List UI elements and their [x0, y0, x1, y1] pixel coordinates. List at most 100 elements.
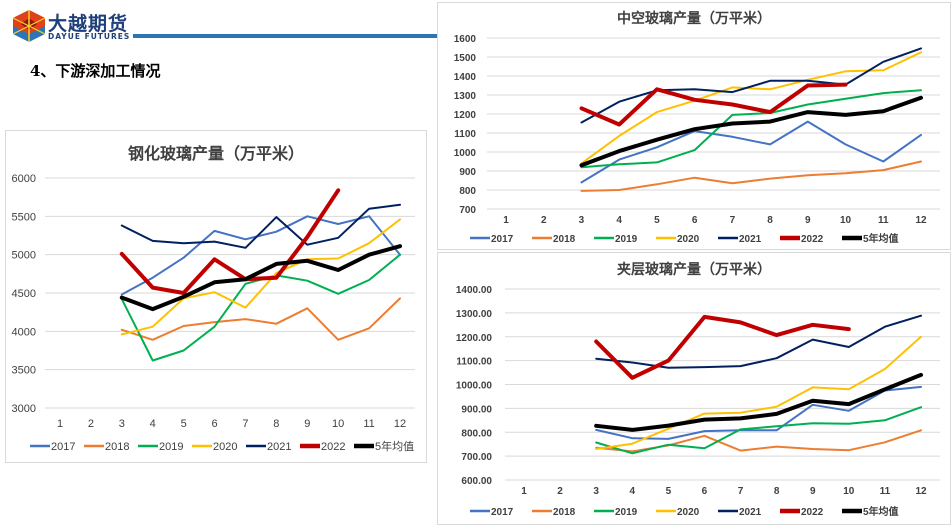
- x-tick-label: 2: [557, 486, 563, 497]
- x-tick-label: 12: [915, 215, 927, 226]
- chart-frame: [437, 252, 951, 525]
- x-tick-label: 6: [692, 215, 698, 226]
- x-tick-label: 2: [88, 418, 94, 430]
- x-tick-label: 2: [541, 215, 547, 226]
- chart-1: 钢化玻璃产量（万平米） 3000 3500 4000 4500 5000 5500 6000 1…: [5, 130, 427, 463]
- series-line-2021: [595, 314, 922, 369]
- x-tick-label: 1: [57, 418, 63, 430]
- legend-label: 2022: [801, 234, 824, 245]
- x-tick-label: 7: [242, 418, 248, 430]
- legend-label: 5年均值: [863, 505, 899, 518]
- y-tick-label: 1400: [454, 72, 477, 83]
- series-line-2017: [595, 385, 922, 440]
- x-tick-label: 1: [521, 486, 527, 497]
- x-tick-label: 10: [843, 486, 855, 497]
- x-tick-label: 4: [150, 418, 156, 430]
- x-tick-label: 11: [363, 418, 374, 430]
- x-tick-label: 6: [702, 486, 708, 497]
- x-tick-label: 3: [579, 215, 585, 226]
- y-tick-label: 3500: [12, 365, 36, 377]
- chart-frame: [5, 130, 427, 463]
- series-line-2021: [120, 203, 401, 249]
- legend-label: 2018: [105, 441, 129, 453]
- y-tick-label: 1100: [454, 129, 476, 140]
- x-tick-label: 5: [666, 486, 672, 497]
- y-tick-label: 1400.00: [456, 285, 493, 296]
- series-line-5: [594, 372, 923, 432]
- dayue-logo-icon: [12, 10, 46, 42]
- chart-title: 中空玻璃产量（万平米）: [617, 10, 771, 26]
- y-tick-label: 800: [459, 186, 476, 197]
- y-tick-label: 1500: [454, 53, 477, 64]
- legend-label: 2022: [321, 441, 345, 453]
- x-tick-label: 9: [810, 486, 816, 497]
- legend-label: 2019: [159, 441, 183, 453]
- legend-label: 2019: [615, 234, 638, 245]
- chart-3: 夹层玻璃产量（万平米） 600.00 700.00 800.00 900.00 1000.…: [437, 252, 951, 525]
- y-tick-label: 1300.00: [456, 309, 493, 320]
- x-tick-label: 8: [273, 418, 279, 430]
- series-line-2020: [580, 51, 922, 165]
- series-line-2022: [594, 314, 851, 380]
- brand-name-en: DAYUE FUTURES: [48, 32, 131, 41]
- legend-label: 2020: [677, 507, 700, 518]
- series-line-2022: [119, 188, 341, 295]
- x-tick-label: 3: [593, 486, 599, 497]
- series-line-5: [579, 95, 923, 168]
- y-tick-label: 800.00: [461, 428, 492, 439]
- y-tick-label: 6000: [12, 173, 36, 185]
- series-line-2017: [580, 120, 922, 184]
- x-tick-label: 12: [915, 486, 927, 497]
- section-title: 4、下游深加工情况: [30, 62, 161, 80]
- series-line-2017: [120, 215, 401, 296]
- series-line-2022: [579, 82, 848, 127]
- y-tick-label: 900: [459, 167, 476, 178]
- chart-2: 中空玻璃产量（万平米） 700 800 900 1000 1100 1200 1300 1400…: [437, 2, 951, 250]
- series-line-2020: [595, 335, 922, 450]
- legend-label: 2020: [677, 234, 700, 245]
- series-line-2021: [580, 47, 922, 124]
- x-tick-label: 7: [738, 486, 744, 497]
- y-tick-label: 1200: [454, 110, 477, 121]
- legend-label: 2021: [739, 507, 762, 518]
- x-tick-label: 8: [774, 486, 780, 497]
- x-tick-label: 10: [840, 215, 852, 226]
- y-tick-label: 900.00: [461, 404, 492, 415]
- y-tick-label: 5000: [12, 250, 36, 262]
- series-line-5: [119, 244, 402, 312]
- series-line-2019: [580, 89, 922, 169]
- legend-label: 2022: [801, 507, 824, 518]
- y-tick-label: 4000: [12, 326, 36, 338]
- legend-label: 2017: [491, 507, 514, 518]
- y-tick-label: 600.00: [461, 476, 492, 487]
- series-line-2019: [595, 406, 922, 455]
- x-tick-label: 8: [767, 215, 773, 226]
- x-tick-label: 11: [878, 215, 889, 226]
- legend-label: 5年均值: [375, 439, 414, 453]
- series-line-2018: [580, 160, 922, 192]
- legend-label: 2018: [553, 234, 576, 245]
- y-tick-label: 1600: [454, 34, 477, 45]
- y-tick-label: 1100.00: [456, 357, 492, 368]
- legend-label: 2017: [51, 441, 75, 453]
- x-tick-label: 1: [503, 215, 509, 226]
- chart-title: 夹层玻璃产量（万平米）: [617, 261, 771, 277]
- x-tick-label: 4: [629, 486, 635, 497]
- series-line-2018: [120, 297, 401, 341]
- chart-title: 钢化玻璃产量（万平米）: [128, 144, 304, 163]
- x-tick-label: 5: [654, 215, 660, 226]
- y-tick-label: 4500: [12, 288, 36, 300]
- x-tick-label: 6: [211, 418, 217, 430]
- legend-label: 2018: [553, 507, 576, 518]
- brand-name-cn: 大越期货: [48, 13, 129, 35]
- y-tick-label: 700.00: [461, 452, 492, 463]
- legend-label: 5年均值: [863, 232, 899, 245]
- x-tick-label: 10: [332, 418, 344, 430]
- y-tick-label: 3000: [12, 403, 36, 415]
- legend-label: 2017: [491, 234, 514, 245]
- x-tick-label: 5: [181, 418, 187, 430]
- x-tick-label: 9: [304, 418, 310, 430]
- y-tick-label: 700: [459, 205, 476, 216]
- y-tick-label: 1200.00: [456, 333, 493, 344]
- legend-label: 2021: [267, 441, 291, 453]
